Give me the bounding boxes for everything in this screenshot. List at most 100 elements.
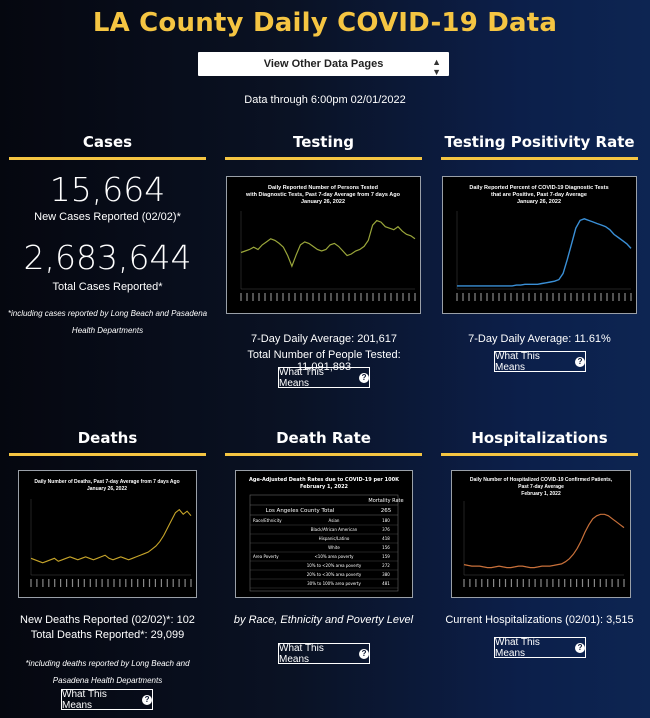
positivity-rule [441,157,638,160]
death-rate-row-label: 10% to <20% area poverty [307,563,362,568]
testing-what-this-means-button[interactable]: What This Means? [278,367,370,389]
x-tick-label [618,293,620,301]
x-tick-label [166,579,168,587]
x-tick-label [468,293,470,301]
x-tick-label [504,579,507,587]
x-tick-label [258,293,260,301]
x-tick-label [402,293,404,301]
testing-chart-title-1: Daily Reported Number of Persons Tested [268,185,378,191]
hospitalizations-chart[interactable]: Daily Number of Hospitalized COVID-19 Co… [451,470,631,598]
x-tick-label [475,579,477,587]
x-tick-label [576,293,578,301]
hospitalizations-stat-current: Current Hospitalizations (02/01): 3,515 [445,614,634,626]
testing-heading: Testing [292,133,355,151]
deaths-chart-title-2: January 26, 2022 [87,486,127,492]
x-tick-label [617,579,619,587]
death-rate-title-1: Age-Adjusted Death Rates due to COVID-19… [249,477,400,483]
hospitalizations-heading: Hospitalizations [471,429,608,447]
x-tick-label [528,579,530,587]
x-tick-label [178,579,180,587]
death-rate-row-label: 20% to <30% area poverty [307,572,362,577]
x-tick-label [534,293,536,301]
x-tick-label [606,293,608,301]
x-tick-label [324,293,326,301]
x-tick-label [582,293,584,301]
hospitalizations-what-this-means-button[interactable]: What This Means? [494,636,586,659]
hospitalizations-button-label: What This Means [495,636,540,659]
x-tick-label [408,293,410,301]
x-tick-label [599,579,601,587]
deaths-chart[interactable]: Daily Number of Deaths, Past 7-day Avera… [18,470,197,598]
x-tick-label [612,293,614,301]
testing-series-line [240,219,416,268]
x-tick-label [611,579,613,587]
testing-stat-average: 7-Day Daily Average: 201,617 [251,333,397,345]
x-tick-label [372,293,374,301]
death-rate-row-label: Hispanic/Latino [319,536,350,541]
positivity-series-line [457,218,632,287]
cases-rule [9,157,206,160]
x-tick-label [600,293,602,301]
x-tick-label [498,293,500,301]
hosp-x-ticks [463,579,625,587]
deaths-stat-total: Total Deaths Reported*: 29,099 [30,629,185,641]
death-rate-what-this-means-button[interactable]: What This Means? [278,642,370,665]
x-tick-label [540,293,542,301]
x-tick-label [342,293,344,301]
death-rate-rows: Race/Ethnicity Asian 180 Black/African Amer… [250,518,398,589]
positivity-heading: Testing Positivity Rate [444,133,635,151]
x-tick-label [282,293,284,301]
x-tick-label [89,579,91,587]
x-tick-label [414,293,416,301]
x-tick-label [312,293,314,301]
x-tick-label [366,293,368,301]
x-tick-label [125,579,127,587]
x-tick-label [318,293,320,301]
x-tick-label [593,579,595,587]
x-tick-label [101,579,103,587]
x-tick-label [510,579,512,587]
death-rate-row-label: 30% to 100% area poverty [307,581,361,586]
death-rate-caption: by Race, Ethnicity and Poverty Level [233,614,414,626]
deaths-x-ticks [30,579,192,587]
death-rate-total-value: 265 [381,508,392,514]
death-rate-row-value: 418 [382,536,390,541]
x-tick-label [522,293,524,301]
x-tick-label [522,579,524,587]
question-icon: ? [575,642,585,653]
deaths-rule [9,453,206,456]
x-tick-label [558,579,560,587]
x-tick-label [354,293,356,301]
cases-heading: Cases [82,133,133,151]
x-tick-label [288,293,290,301]
testing-chart[interactable]: Daily Reported Number of Persons Tested … [226,176,421,314]
positivity-what-this-means-button[interactable]: What This Means? [494,351,586,373]
deaths-chart-svg: Daily Number of Deaths, Past 7-day Avera… [30,479,192,587]
x-tick-label [190,579,192,587]
x-tick-label [113,579,115,587]
x-tick-label [264,293,266,301]
x-tick-label [516,293,518,301]
positivity-chart[interactable]: Daily Reported Percent of COVID-19 Diagn… [442,176,637,314]
x-tick-label [486,293,488,301]
x-tick-label [588,293,590,301]
x-tick-label [360,293,362,301]
x-tick-label [336,293,338,301]
x-tick-label [564,579,566,587]
data-pages-select[interactable]: View Other Data Pages ▲ ▼ [198,52,449,77]
death-rate-row-value: 376 [382,527,390,532]
cases-footnote: *including cases reported by Long Beach … [0,305,215,339]
x-tick-label [60,579,62,587]
x-tick-label [240,293,242,301]
x-tick-label [510,293,512,301]
death-rate-table-card[interactable]: Age-Adjusted Death Rates due to COVID-19… [235,470,413,598]
x-tick-label [540,579,542,587]
x-tick-label [492,293,494,301]
death-rate-title-2: February 1, 2022 [300,484,349,490]
positivity-x-ticks [456,293,632,301]
deaths-what-this-means-button[interactable]: What This Means? [61,689,153,711]
x-tick-label [456,293,458,301]
death-rate-button-label: What This Means [279,642,324,665]
death-rate-row-value: 481 [382,581,390,586]
select-caret-icon: ▲ ▼ [432,57,441,77]
